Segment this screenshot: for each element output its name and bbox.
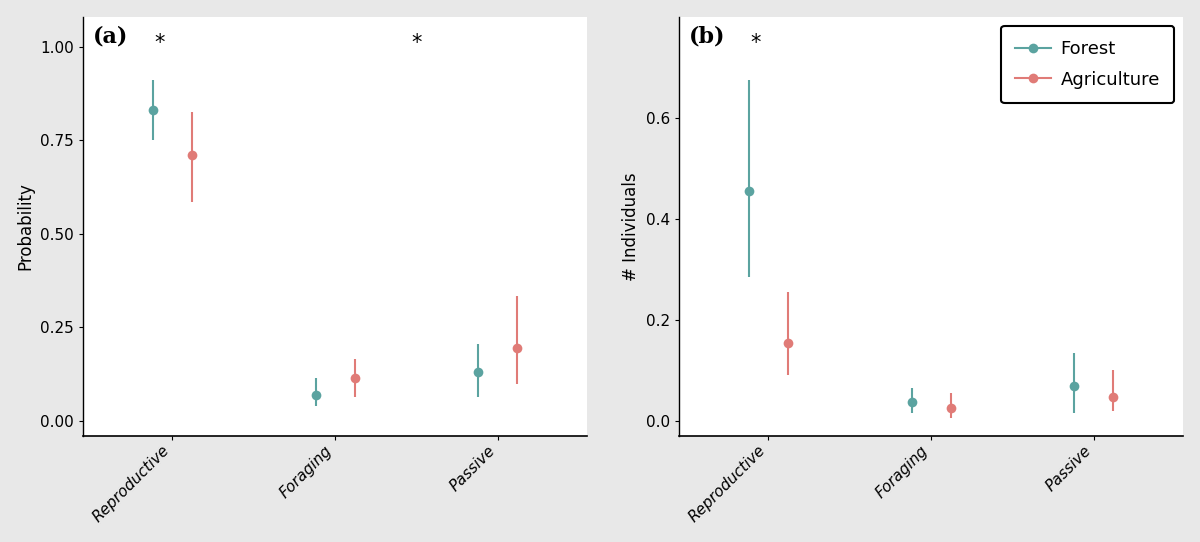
Text: *: * [155, 34, 164, 54]
Y-axis label: # Individuals: # Individuals [622, 172, 640, 281]
Text: *: * [412, 34, 421, 54]
Text: *: * [750, 34, 761, 54]
Text: (a): (a) [94, 25, 128, 47]
Text: (b): (b) [689, 25, 726, 47]
Y-axis label: Probability: Probability [17, 183, 35, 270]
Legend: Forest, Agriculture: Forest, Agriculture [1001, 25, 1175, 103]
